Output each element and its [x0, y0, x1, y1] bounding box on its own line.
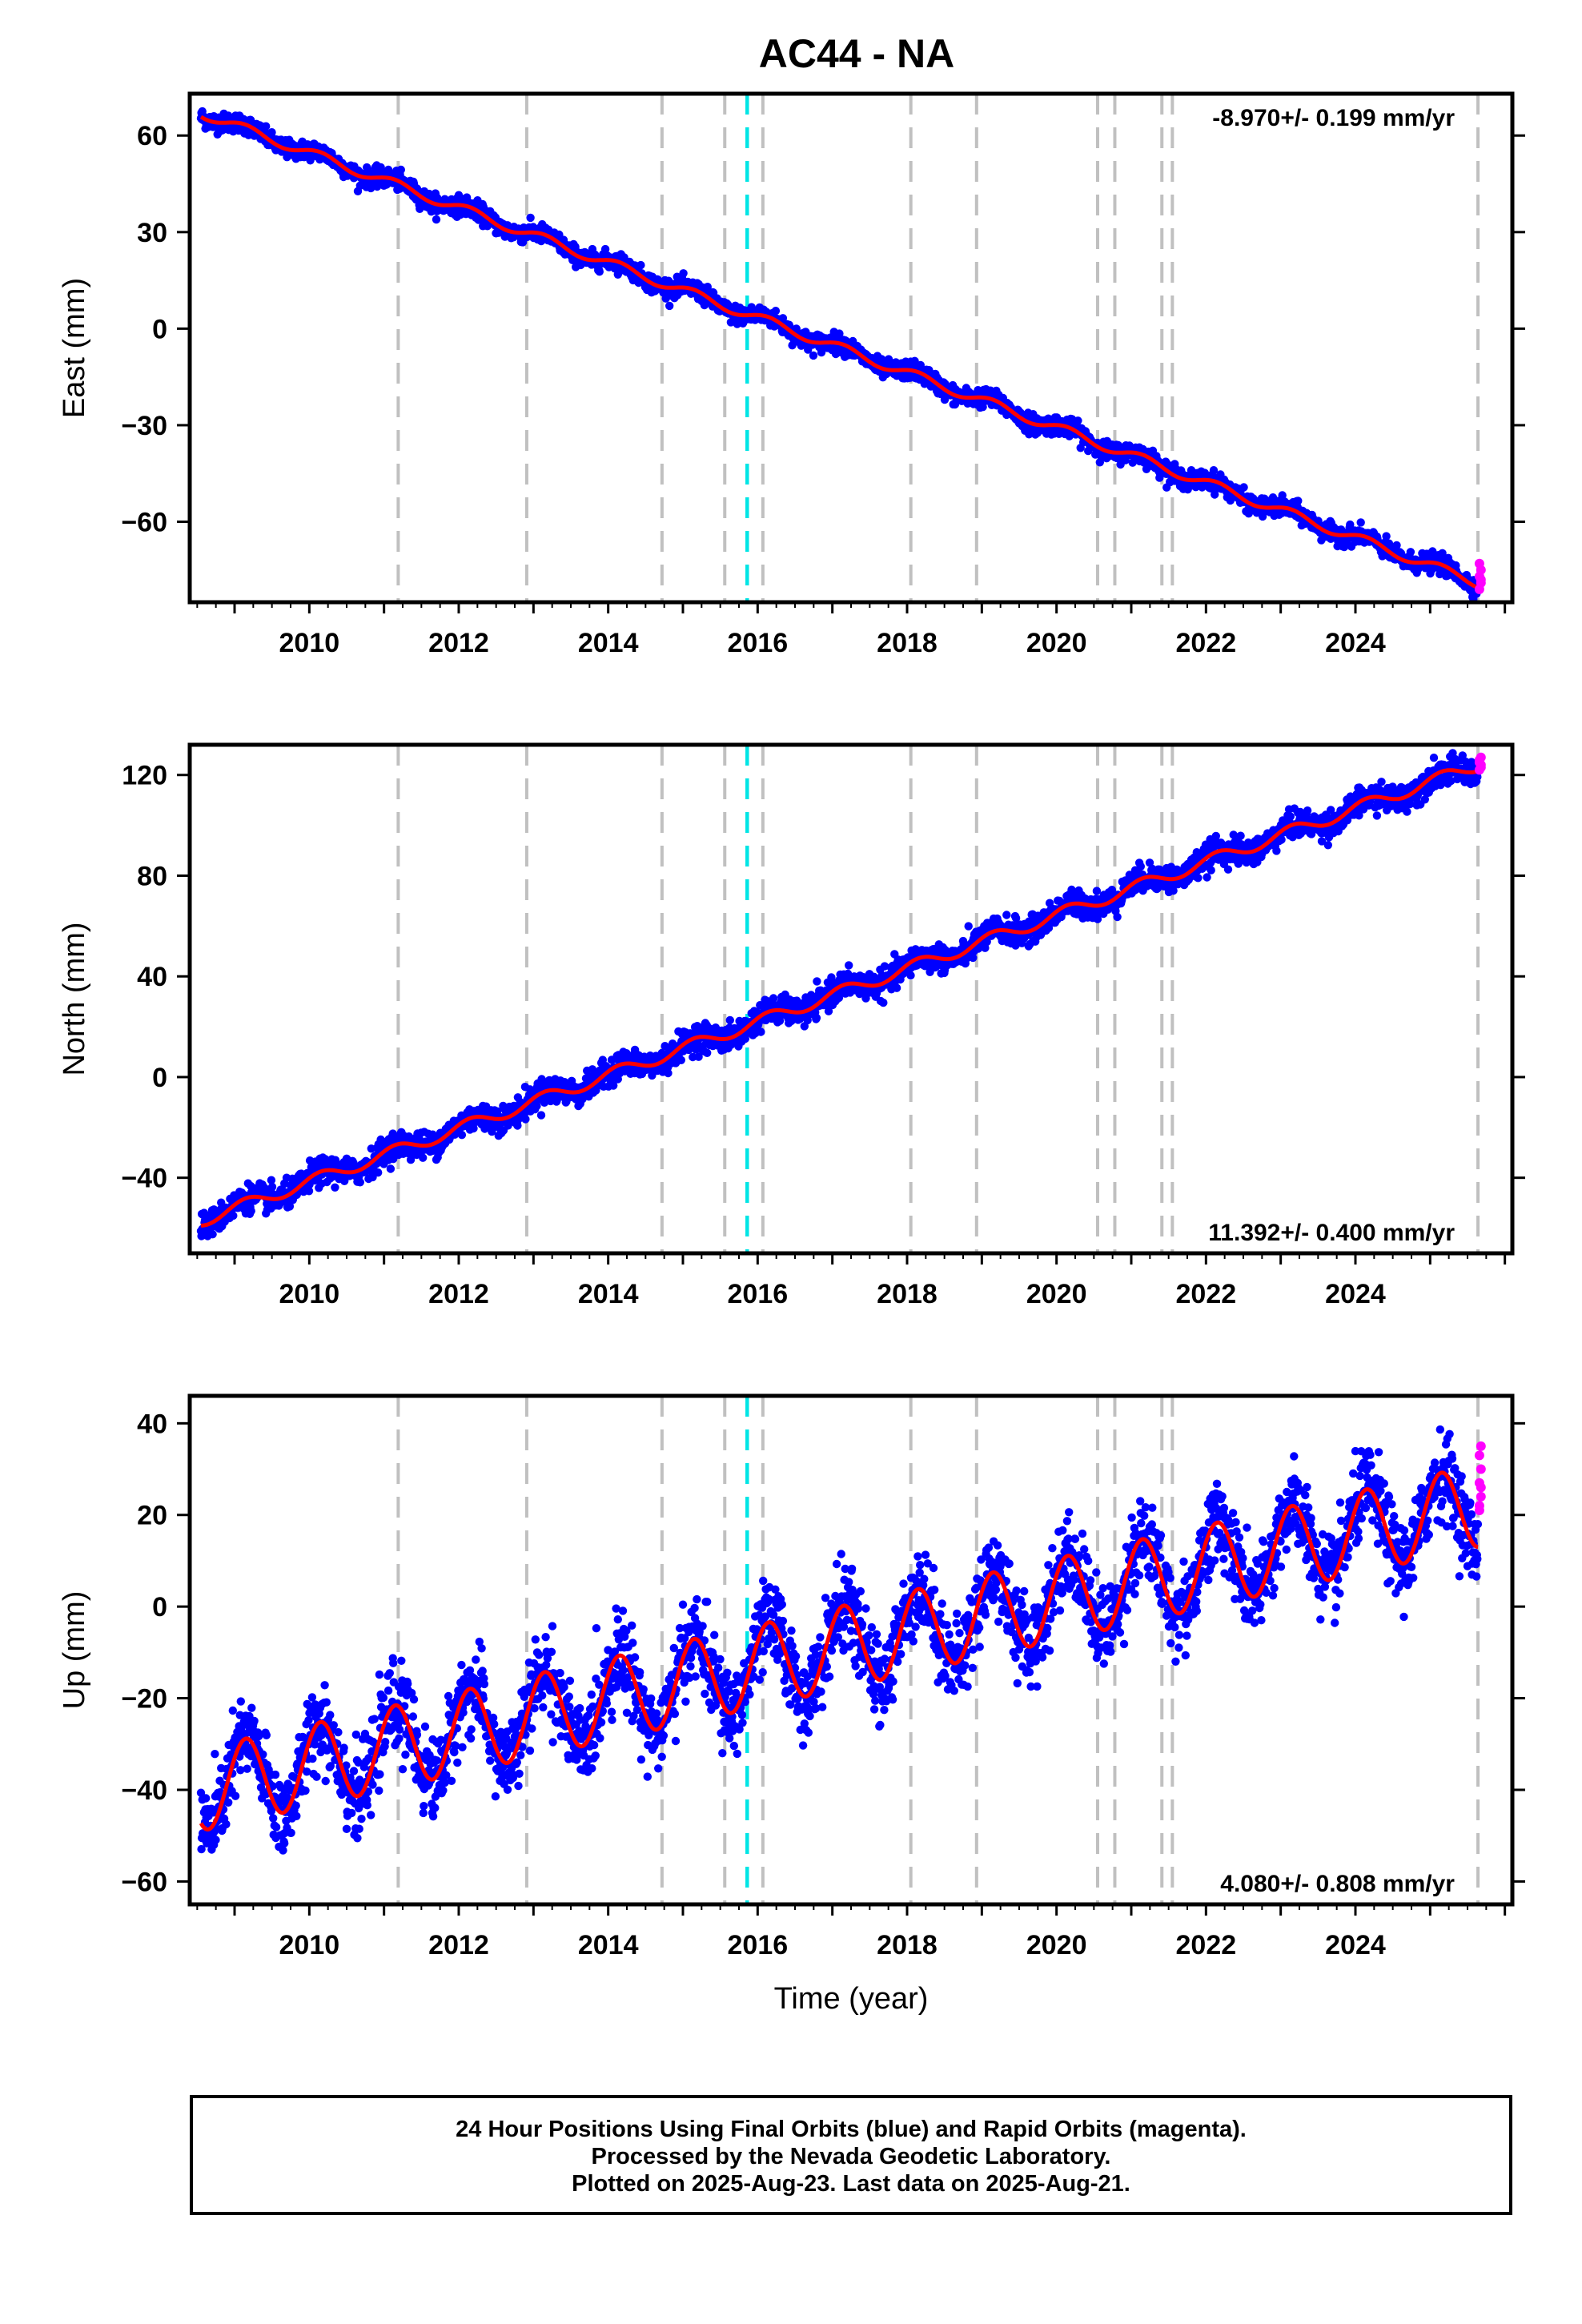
data-point: [331, 1183, 339, 1192]
data-point: [803, 1015, 812, 1025]
data-point: [1074, 416, 1082, 425]
data-point: [267, 1176, 276, 1184]
data-point: [600, 244, 610, 254]
data-point: [416, 204, 424, 213]
data-point: [457, 1131, 467, 1140]
data-point: [969, 953, 978, 963]
data-point: [771, 307, 781, 316]
data-point: [285, 1202, 295, 1211]
x-tick-label: 2012: [428, 628, 489, 658]
data-point: [386, 1164, 396, 1173]
data-point: [1356, 518, 1365, 527]
data-point: [396, 165, 405, 175]
data-point: [1278, 491, 1287, 500]
data-point: [1382, 532, 1391, 541]
data-point: [824, 1007, 833, 1015]
model-curve: [199, 115, 1480, 590]
data-point: [340, 1176, 349, 1186]
data-point: [304, 1187, 314, 1196]
data-point: [964, 922, 973, 931]
y-tick-label: −30: [121, 411, 167, 441]
data-point: [432, 215, 441, 224]
data-point: [504, 1121, 512, 1130]
data-point: [788, 341, 797, 350]
x-tick-label: 2018: [877, 628, 938, 658]
data-point: [636, 260, 645, 270]
data-point: [812, 1013, 821, 1023]
data-point: [892, 983, 901, 992]
rapid-orbit-point: [1476, 574, 1486, 585]
data-point: [372, 182, 382, 191]
data-point: [1211, 490, 1219, 499]
data-point: [1294, 497, 1303, 505]
data-point: [262, 122, 271, 131]
data-point: [1406, 548, 1415, 557]
data-point: [1209, 466, 1219, 475]
x-tick-label: 2024: [1325, 628, 1386, 658]
time-series-plots: 60 30 0 −30 −60 2010 2012 2014 2016 2018 2020 2022 2…: [58, 91, 1525, 2016]
data-point: [312, 1161, 321, 1170]
data-point: [982, 937, 991, 947]
data-point: [595, 267, 604, 276]
data-point: [609, 1081, 618, 1090]
data-point: [267, 128, 276, 137]
data-point: [665, 301, 674, 311]
data-point: [1392, 541, 1401, 550]
panel-east: 60 30 0 −30 −60 2010 2012 2014 2016 2018 2020 2022 2…: [58, 91, 1525, 658]
data-point: [694, 1052, 703, 1061]
data-point: [1002, 911, 1011, 919]
x-tick-label: 2022: [1176, 628, 1237, 658]
data-point: [703, 1048, 712, 1058]
x-tick-label: 2014: [578, 628, 639, 658]
data-point: [1239, 483, 1248, 492]
data-point: [775, 1016, 785, 1026]
data-point: [469, 1124, 478, 1133]
rapid-orbit-point: [1474, 584, 1484, 594]
data-point: [355, 1178, 364, 1187]
data-point: [536, 1111, 546, 1120]
data-point: [677, 1055, 685, 1065]
x-tick-label: 2020: [1026, 628, 1087, 658]
data-point: [229, 1211, 238, 1220]
data-point: [813, 977, 821, 986]
data-point: [769, 994, 778, 1003]
y-tick-label: 30: [137, 218, 167, 248]
data-point: [664, 1068, 673, 1078]
data-point: [679, 269, 688, 278]
data-point: [809, 351, 818, 360]
data-point: [1011, 914, 1021, 923]
y-tick-label: 0: [152, 314, 167, 344]
y-axis-label: East (mm): [58, 278, 91, 418]
y-tick-label: −60: [121, 508, 167, 538]
data-point: [1044, 923, 1054, 932]
data-point: [208, 1230, 217, 1239]
data-point: [267, 1182, 277, 1192]
data-point: [879, 998, 888, 1007]
data-point: [374, 1168, 383, 1177]
data-point: [880, 962, 889, 971]
data-point: [521, 1115, 530, 1124]
y-tick-label: 60: [137, 121, 167, 151]
data-point: [725, 1015, 734, 1025]
data-point: [757, 1027, 765, 1036]
data-point: [419, 1153, 428, 1162]
data-point: [513, 1121, 522, 1130]
x-tick-label: 2010: [279, 628, 340, 658]
data-point: [532, 1101, 541, 1111]
data-point: [689, 1052, 697, 1062]
page-title: AC44 - NA: [758, 31, 955, 76]
data-point: [247, 1207, 255, 1216]
final-orbit-points: [196, 749, 1483, 1240]
final-orbit-points: [196, 107, 1483, 602]
data-point: [778, 314, 788, 323]
data-point: [526, 213, 535, 223]
velocity-label: -8.970+/- 0.199 mm/yr: [1212, 105, 1455, 131]
data-point: [906, 971, 915, 980]
data-point: [835, 329, 844, 338]
x-tick-label: 2016: [728, 628, 789, 658]
data-point: [845, 961, 853, 970]
